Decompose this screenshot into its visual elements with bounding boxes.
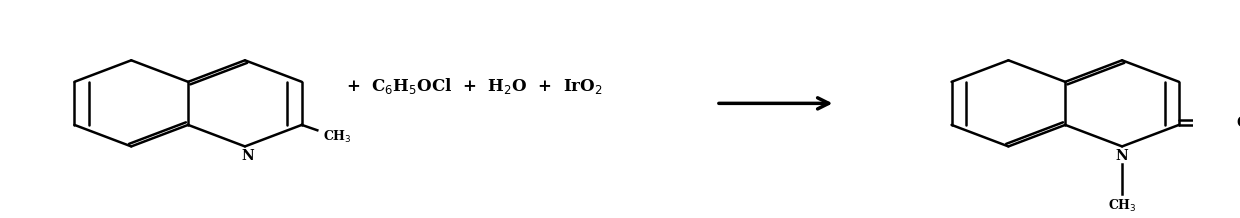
Text: +  C$_6$H$_5$OCl  +  H$_2$O  +  IrO$_2$: + C$_6$H$_5$OCl + H$_2$O + IrO$_2$ bbox=[346, 76, 603, 96]
Text: N: N bbox=[1116, 149, 1128, 163]
Text: N: N bbox=[241, 149, 254, 163]
Text: CH$_3$: CH$_3$ bbox=[1107, 198, 1137, 214]
Text: CH$_3$: CH$_3$ bbox=[324, 129, 352, 145]
Text: O: O bbox=[1236, 116, 1240, 130]
